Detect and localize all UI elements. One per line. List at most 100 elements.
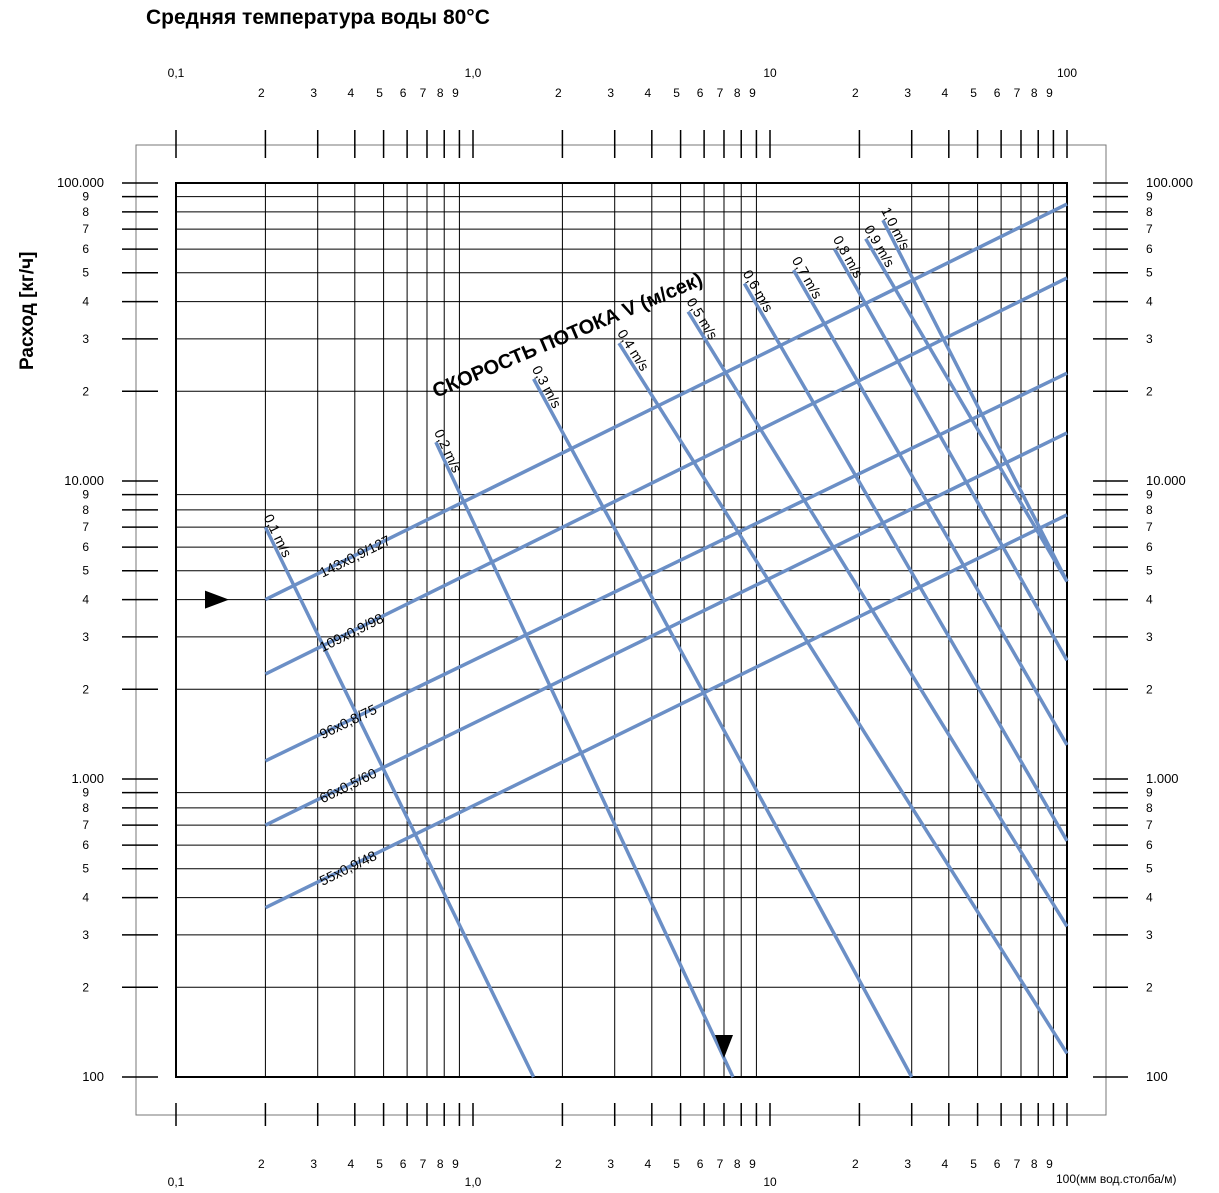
chart-title: Средняя температура воды 80°С <box>146 6 490 29</box>
right-y-decade-label: 1.000 <box>1146 771 1179 786</box>
top-x-tick-label: 7 <box>1014 86 1021 100</box>
left-y-tick-label: 8 <box>82 503 89 517</box>
bottom-x-tick-label: 6 <box>400 1157 407 1171</box>
left-y-tick-label: 9 <box>82 190 89 204</box>
bottom-x-tick-label: 7 <box>1014 1157 1021 1171</box>
example-markers <box>205 590 733 1058</box>
right-y-tick-label: 3 <box>1146 928 1153 942</box>
top-x-tick-label: 4 <box>644 86 651 100</box>
bottom-x-tick-label: 2 <box>852 1157 859 1171</box>
outer-frame <box>135 144 1107 1116</box>
right-y-tick-label: 4 <box>1146 891 1153 905</box>
top-x-tick-label: 6 <box>697 86 704 100</box>
top-x-tick-label: 5 <box>970 86 977 100</box>
top-x-tick-label: 9 <box>452 86 459 100</box>
left-y-decade-label: 100.000 <box>57 175 104 190</box>
top-x-decade-label: 10 <box>763 66 777 80</box>
x-axis-unit-label: 100(мм вод.столба/м) <box>1056 1172 1176 1186</box>
bottom-x-tick-label: 4 <box>941 1157 948 1171</box>
right-y-tick-label: 4 <box>1146 295 1153 309</box>
top-x-tick-label: 7 <box>717 86 724 100</box>
top-x-decade-label: 1,0 <box>465 66 482 80</box>
right-y-tick-label: 5 <box>1146 564 1153 578</box>
left-y-tick-label: 7 <box>82 222 89 236</box>
velocity-line <box>792 269 1069 746</box>
left-y-tick-label: 9 <box>82 786 89 800</box>
pipe-line <box>264 371 1068 763</box>
velocity-line <box>686 310 1069 928</box>
pipe-label: 66x0,5/60 <box>317 765 379 806</box>
right-y-tick-label: 9 <box>1146 190 1153 204</box>
top-x-tick-label: 8 <box>734 86 741 100</box>
right-y-decade-label: 100 <box>1146 1069 1168 1084</box>
left-y-tick-label: 5 <box>82 266 89 280</box>
right-y-tick-label: 6 <box>1146 242 1153 256</box>
left-y-tick-label: 3 <box>82 928 89 942</box>
left-y-tick-label: 4 <box>82 295 89 309</box>
velocity-line <box>434 441 735 1078</box>
left-y-tick-label: 7 <box>82 520 89 534</box>
bottom-x-tick-label: 2 <box>258 1157 265 1171</box>
right-y-tick-label: 3 <box>1146 630 1153 644</box>
bottom-x-tick-label: 7 <box>420 1157 427 1171</box>
left-y-decade-label: 10.000 <box>64 473 104 488</box>
pipe-line <box>264 431 1068 827</box>
left-y-tick-label: 5 <box>82 862 89 876</box>
flow-arrow-icon <box>205 590 229 609</box>
top-x-tick-label: 2 <box>258 86 265 100</box>
velocity-label: 0,3 m/s <box>529 363 565 411</box>
right-y-tick-label: 2 <box>1146 980 1153 994</box>
top-x-tick-label: 9 <box>1046 86 1053 100</box>
top-x-tick-label: 8 <box>437 86 444 100</box>
right-y-tick-label: 4 <box>1146 593 1153 607</box>
top-x-tick-label: 6 <box>994 86 1001 100</box>
left-y-tick-label: 3 <box>82 332 89 346</box>
top-x-tick-label: 3 <box>607 86 614 100</box>
left-y-tick-label: 4 <box>82 593 89 607</box>
bottom-x-tick-label: 9 <box>1046 1157 1053 1171</box>
velocity-line <box>864 237 1069 583</box>
bottom-x-tick-label: 6 <box>994 1157 1001 1171</box>
pipe-line <box>264 202 1068 602</box>
top-x-tick-label: 9 <box>749 86 756 100</box>
right-y-tick-label: 8 <box>1146 503 1153 517</box>
axes: 2233445566778899223344556677889922334455… <box>57 66 1193 1189</box>
right-y-tick-label: 5 <box>1146 862 1153 876</box>
velocity-line <box>617 342 1069 1055</box>
left-y-decade-label: 1.000 <box>71 771 104 786</box>
top-x-tick-label: 4 <box>347 86 354 100</box>
bottom-x-tick-label: 3 <box>607 1157 614 1171</box>
top-x-tick-label: 2 <box>852 86 859 100</box>
right-y-decade-label: 10.000 <box>1146 473 1186 488</box>
right-y-tick-label: 9 <box>1146 488 1153 502</box>
velocity-label: 0,2 m/s <box>431 427 465 475</box>
pressure-arrow-icon <box>714 1035 733 1058</box>
left-y-tick-label: 9 <box>82 488 89 502</box>
top-x-tick-label: 3 <box>310 86 317 100</box>
right-y-tick-label: 6 <box>1146 838 1153 852</box>
bottom-x-decade-label: 1,0 <box>465 1175 482 1189</box>
right-y-tick-label: 2 <box>1146 384 1153 398</box>
bottom-x-tick-label: 9 <box>749 1157 756 1171</box>
top-x-tick-label: 4 <box>941 86 948 100</box>
left-y-tick-label: 6 <box>82 540 89 554</box>
top-x-tick-label: 2 <box>555 86 562 100</box>
velocity-line <box>532 378 914 1078</box>
right-y-tick-label: 6 <box>1146 540 1153 554</box>
left-y-tick-label: 2 <box>82 384 89 398</box>
left-y-tick-label: 5 <box>82 564 89 578</box>
bottom-x-tick-label: 3 <box>310 1157 317 1171</box>
right-y-tick-label: 7 <box>1146 818 1153 832</box>
left-y-tick-label: 8 <box>82 801 89 815</box>
bottom-x-tick-label: 7 <box>717 1157 724 1171</box>
right-y-tick-label: 8 <box>1146 801 1153 815</box>
pipe-label: 55x0,9/48 <box>317 847 379 889</box>
top-x-decade-label: 0,1 <box>168 66 185 80</box>
velocity-line <box>881 219 1069 583</box>
bottom-x-tick-label: 3 <box>904 1157 911 1171</box>
right-y-tick-label: 5 <box>1146 266 1153 280</box>
bottom-x-tick-label: 4 <box>644 1157 651 1171</box>
plot-area-border <box>175 182 1068 1078</box>
top-x-tick-label: 8 <box>1031 86 1038 100</box>
